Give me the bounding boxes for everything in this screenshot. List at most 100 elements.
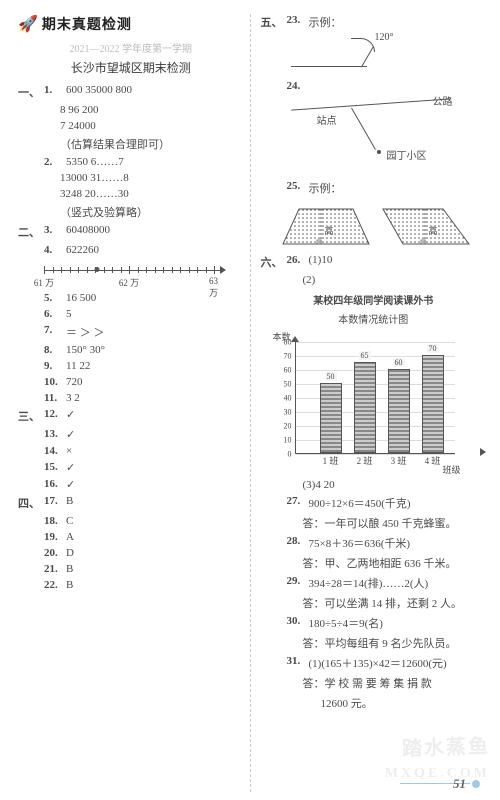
angle-line1 [291, 66, 367, 67]
q16-num: 16. [44, 478, 62, 491]
numline-minor-tick [87, 267, 88, 273]
chart-ytick: 10 [274, 436, 292, 445]
q16-mark: ✓ [66, 478, 244, 491]
section-3-item-15: 15.✓ [18, 461, 244, 474]
section-3-item-14: 14.× [18, 445, 244, 457]
numline-tick-label: 63 万 [209, 276, 219, 299]
q3-text: 60408000 [66, 224, 244, 240]
subtitle-1: 2021—2022 学年度第一学期 [18, 40, 244, 55]
station-line [351, 108, 376, 150]
header: 🚀 期末真题检测 [18, 14, 244, 34]
q29: 29.394÷28＝14(排)……2(人) [261, 575, 487, 591]
chart-xtick: 2 班 [357, 454, 373, 467]
q30-ans: 答：平均每组有 9 名少先队员。 [261, 635, 487, 651]
chart-ytick: 50 [274, 380, 292, 389]
chart-xtick: 4 班 [425, 454, 441, 467]
q30-num: 30. [287, 615, 305, 631]
numline-minor-tick [197, 267, 198, 273]
chart-gridline [296, 342, 455, 343]
q21-num: 21. [44, 563, 62, 575]
chart-xlabel: 班级 [442, 463, 460, 476]
q27-eq: 900÷12×6＝450(千克) [309, 495, 487, 511]
road-diagram: 公路 站点 园丁小区 [281, 96, 461, 176]
right-column: 五、 23. 示例： 120° 24. 公路 站点 园丁小区 25. 示例： [251, 14, 487, 792]
chart-ytick: 0 [274, 450, 292, 459]
q2-note: （竖式及验算略） [18, 204, 244, 220]
q19-num: 19. [44, 531, 62, 543]
angle-label: 120° [375, 32, 394, 43]
q2-l3: 3248 20……30 [18, 188, 244, 200]
q8-text: 150° 30° [66, 344, 244, 356]
q18-text: C [66, 515, 244, 527]
q8-num: 8. [44, 344, 62, 356]
numline-minor-tick [138, 267, 139, 273]
numline-minor-tick [163, 267, 164, 273]
q20-text: D [66, 547, 244, 559]
q1-l3: 7 24000 [18, 120, 244, 132]
numline-minor-tick [121, 267, 122, 273]
q31-ans1: 答：学 校 需 要 筹 集 捐 款 [261, 675, 487, 691]
chart-bar: 65 [354, 362, 376, 453]
q22-num: 22. [44, 579, 62, 591]
q31-eq: (1)(165＋135)×42＝12600(元) [309, 655, 487, 671]
q28-eq: 75×8＋36＝636(千米) [309, 535, 487, 551]
chart-arrow-x-icon [480, 448, 486, 456]
numline-major-tick [129, 266, 130, 274]
numline-minor-tick [53, 267, 54, 273]
q30-eq: 180÷5÷4＝9(名) [309, 615, 487, 631]
numline-tick-label: 61 万 [34, 276, 54, 289]
numline-major-tick [44, 266, 45, 274]
section-1-item-1: 一、 1. 600 35000 800 [18, 84, 244, 100]
section-2-item-8: 8. 150° 30° [18, 344, 244, 356]
q7-text: ＝ ＞ ＞ [66, 324, 244, 340]
numline-minor-tick [189, 267, 190, 273]
q15-mark: ✓ [66, 461, 244, 474]
angle-diagram: 120° [291, 34, 441, 76]
q26-p1: (1)10 [309, 254, 487, 270]
q27-ans: 答：一年可以酿 450 千克蜂蜜。 [261, 515, 487, 531]
station-label: 站点 [317, 112, 337, 127]
q7-num: 7. [44, 324, 62, 340]
numline-arrow-icon [220, 266, 226, 274]
numline-minor-tick [112, 267, 113, 273]
q17-num: 17. [44, 495, 62, 511]
rocket-icon: 🚀 [18, 14, 38, 34]
page-decor-dot-icon [472, 780, 480, 788]
section-2-item-9: 9. 11 22 [18, 360, 244, 372]
section-2-item-7: 7. ＝ ＞ ＞ [18, 324, 244, 340]
q26-num: 26. [287, 254, 305, 270]
section-3-item-12: 三、 12. ✓ [18, 408, 244, 424]
q6-num: 6. [44, 308, 62, 320]
numline-minor-tick [172, 267, 173, 273]
section-2-item-3: 二、 3. 60408000 [18, 224, 244, 240]
q28-ans: 答：甲、乙两地相距 636 千米。 [261, 555, 487, 571]
chart-ytick: 20 [274, 422, 292, 431]
section-2-label: 二、 [18, 224, 40, 240]
q9-num: 9. [44, 360, 62, 372]
chart-xtick: 3 班 [391, 454, 407, 467]
chart-ytick: 60 [274, 366, 292, 375]
section-5-item-25: 25. 示例： [261, 180, 487, 196]
q26-p2: (2) [261, 274, 487, 286]
chart-subtitle: 本数情况统计图 [261, 311, 487, 326]
section-1-item-2: 2. 5350 6……7 [18, 156, 244, 168]
section-5-label: 五、 [261, 14, 283, 30]
chart-bar-label: 60 [393, 358, 405, 367]
road-line [291, 98, 451, 110]
q3-num: 3. [44, 224, 62, 240]
numline-minor-tick [180, 267, 181, 273]
garden-label: 园丁小区 [387, 147, 427, 162]
q1-note: （估算结果合理即可） [18, 136, 244, 152]
numline-minor-tick [155, 267, 156, 273]
q24-num: 24. [287, 80, 305, 92]
numline-minor-tick [70, 267, 71, 273]
section-3-item-16: 16. ✓ [18, 478, 244, 491]
road-label: 公路 [433, 93, 453, 108]
q10-num: 10. [44, 376, 62, 388]
section-3-item-13: 13.✓ [18, 428, 244, 441]
q4-num: 4. [44, 244, 62, 256]
q2-num: 2. [44, 156, 62, 168]
chart-xtick: 1 班 [323, 454, 339, 467]
q19-text: A [66, 531, 244, 543]
section-2-item-6: 6. 5 [18, 308, 244, 320]
